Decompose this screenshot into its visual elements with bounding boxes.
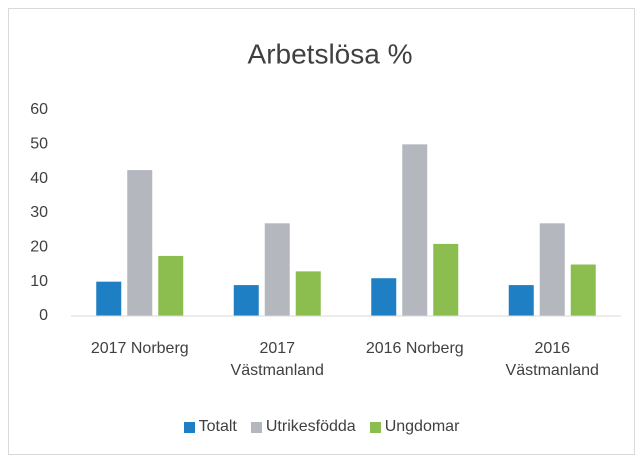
legend-item: Utrikesfödda bbox=[250, 418, 356, 436]
bar bbox=[433, 243, 459, 316]
bar bbox=[295, 271, 321, 316]
y-tick-label: 30 bbox=[30, 204, 48, 221]
x-tick-label: 2016 Västmanland bbox=[505, 340, 599, 379]
legend-swatch bbox=[250, 421, 262, 433]
legend-label: Ungdomar bbox=[384, 418, 460, 435]
bar bbox=[371, 278, 397, 316]
bar bbox=[264, 223, 290, 316]
y-tick-label: 10 bbox=[30, 273, 48, 290]
legend-label: Utrikesfödda bbox=[265, 418, 356, 435]
y-tick-label: 20 bbox=[30, 239, 48, 256]
bar bbox=[539, 223, 565, 316]
bar bbox=[508, 285, 534, 316]
legend: Totalt Utrikesfödda Ungdomar bbox=[0, 418, 643, 436]
legend-swatch bbox=[183, 421, 195, 433]
bar bbox=[402, 144, 428, 316]
x-tick-label: 2016 Norberg bbox=[365, 340, 464, 357]
bar bbox=[233, 285, 259, 316]
legend-label: Totalt bbox=[198, 418, 237, 435]
y-tick-label: 40 bbox=[30, 170, 48, 187]
y-tick-label: 0 bbox=[39, 307, 48, 324]
bar bbox=[158, 255, 184, 316]
bar bbox=[570, 264, 596, 316]
legend-item: Ungdomar bbox=[369, 418, 460, 436]
legend-swatch bbox=[369, 421, 381, 433]
legend-item: Totalt bbox=[183, 418, 237, 436]
x-tick-label: 2017 Västmanland bbox=[230, 340, 324, 379]
y-tick-label: 50 bbox=[30, 136, 48, 153]
bar bbox=[127, 170, 153, 316]
x-tick-label: 2017 Norberg bbox=[90, 340, 189, 357]
chart-title: Arbetslösa % bbox=[248, 38, 413, 69]
chart-border bbox=[8, 8, 635, 455]
y-tick-label: 60 bbox=[30, 101, 48, 118]
bar bbox=[96, 281, 122, 316]
